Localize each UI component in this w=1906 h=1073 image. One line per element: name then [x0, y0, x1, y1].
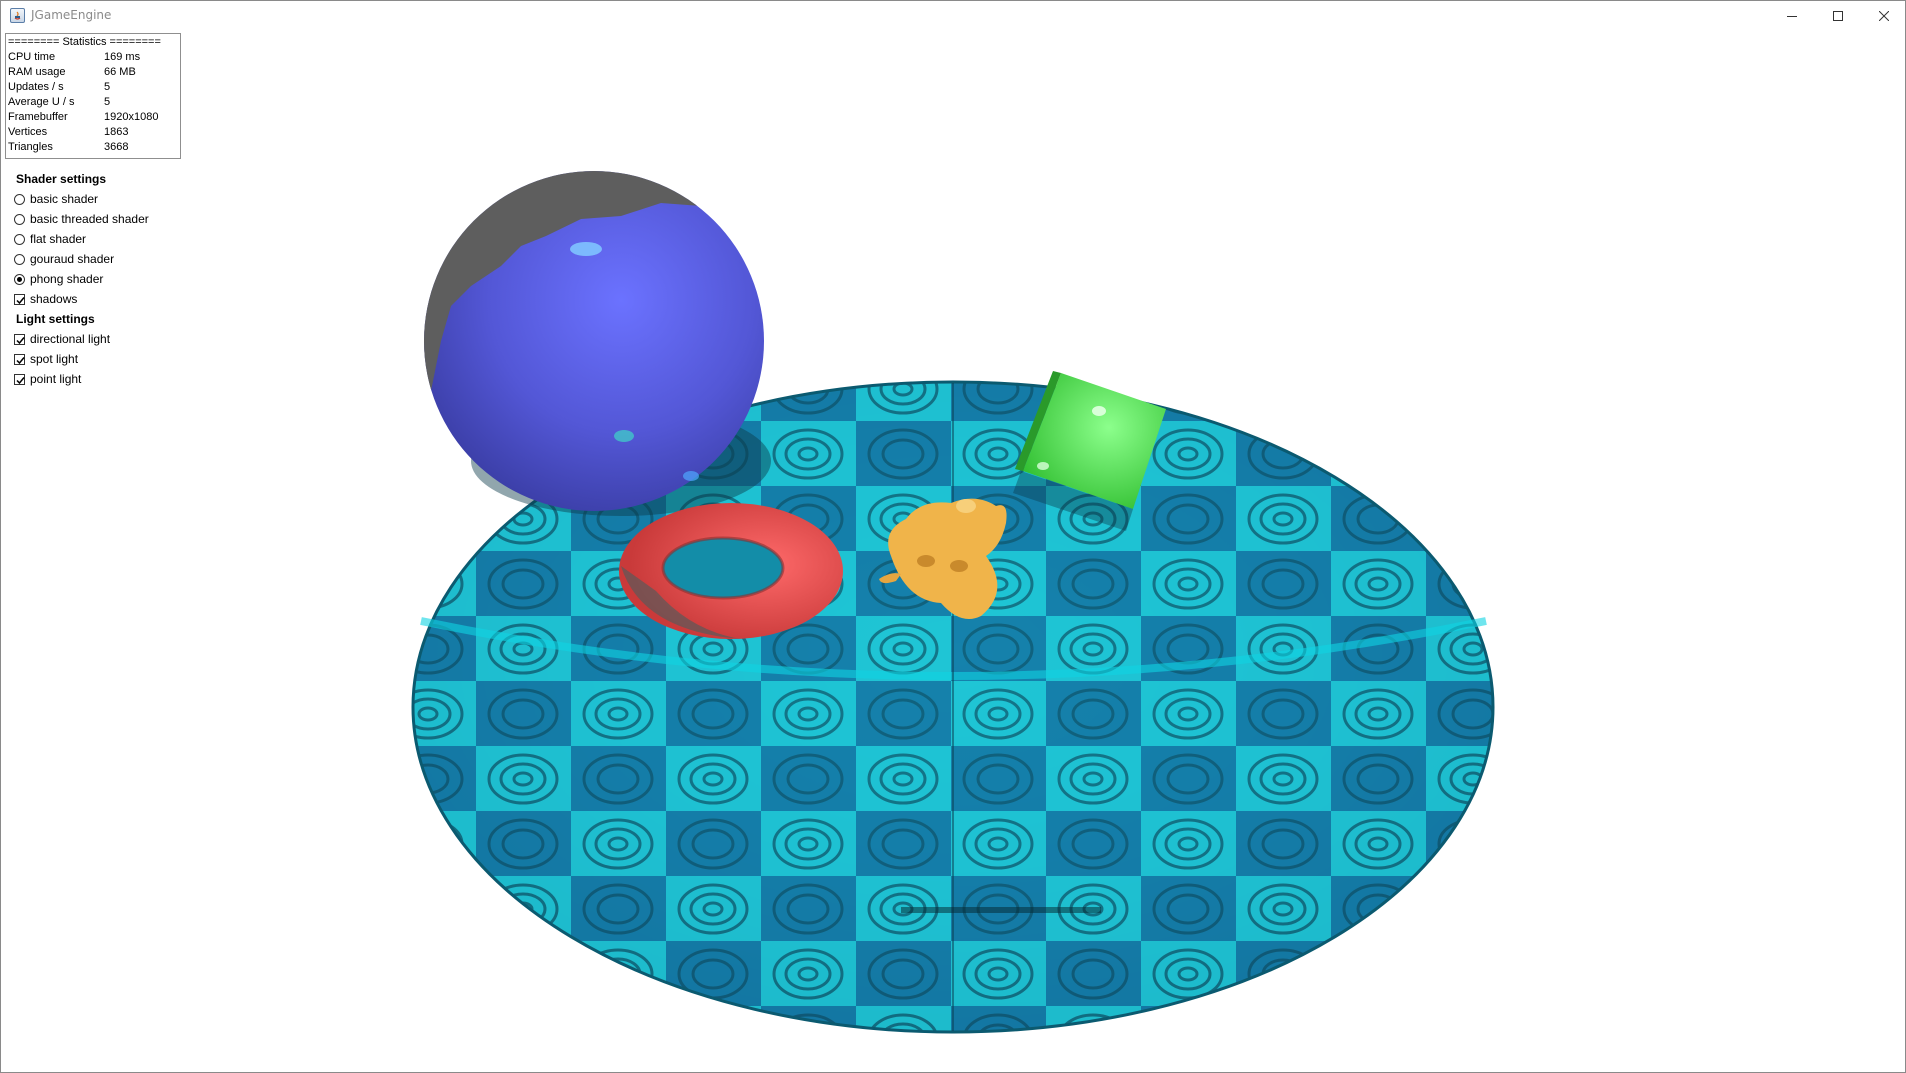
render-viewport[interactable]: ======== Statistics ======== CPU time 16… — [1, 31, 1905, 1072]
stat-row-cpu-time: CPU time 169 ms — [8, 50, 178, 65]
rendered-scene — [411, 171, 1495, 1034]
radio-button-selected[interactable] — [14, 274, 25, 285]
checkbox-point-light[interactable]: point light — [14, 369, 106, 389]
radio-basic-shader[interactable]: basic shader — [14, 189, 106, 209]
stat-value: 5 — [104, 81, 111, 93]
radio-basic-threaded-shader[interactable]: basic threaded shader — [14, 209, 149, 229]
option-label: flat shader — [30, 232, 87, 246]
gold-monkey-head — [879, 498, 1007, 620]
stat-value: 169 ms — [104, 51, 141, 63]
stat-row-framebuffer: Framebuffer 1920x1080 — [8, 110, 178, 125]
option-label: basic shader — [30, 192, 99, 206]
checkmark-icon — [16, 337, 25, 345]
checkbox-directional-light[interactable]: directional light — [14, 329, 110, 349]
stat-label: Framebuffer — [8, 111, 68, 123]
checkbox-checked[interactable] — [14, 354, 25, 365]
stat-row-average-updates: Average U / s 5 — [8, 95, 178, 110]
window-title: JGameEngine — [31, 8, 112, 22]
stat-label: Triangles — [8, 141, 53, 153]
checkbox-spot-light[interactable]: spot light — [14, 349, 106, 369]
checkbox-shadows[interactable]: shadows — [14, 289, 106, 309]
red-torus — [619, 503, 843, 639]
close-button[interactable] — [1861, 1, 1905, 31]
title-bar[interactable]: JGameEngine — [1, 1, 1905, 31]
radio-button[interactable] — [14, 234, 25, 245]
stat-label: RAM usage — [8, 66, 66, 78]
stat-value: 66 MB — [104, 66, 136, 78]
option-label: spot light — [30, 352, 79, 366]
option-label: gouraud shader — [30, 252, 115, 266]
radio-gouraud-shader[interactable]: gouraud shader — [14, 249, 114, 269]
option-label: phong shader — [30, 272, 104, 286]
shader-settings-heading: Shader settings — [16, 172, 107, 186]
stat-row-ram-usage: RAM usage 66 MB — [8, 65, 178, 80]
minimize-icon — [1787, 16, 1797, 17]
stat-row-updates-per-second: Updates / s 5 — [8, 80, 178, 95]
checkmark-icon — [16, 377, 25, 385]
close-icon — [1879, 11, 1889, 21]
checkmark-icon — [16, 297, 25, 305]
settings-panel: Shader settings basic shader basic threa… — [14, 169, 149, 389]
maximize-icon — [1833, 11, 1843, 21]
stat-value: 1863 — [104, 126, 129, 138]
light-settings-heading: Light settings — [16, 312, 95, 326]
stat-value: 1920x1080 — [104, 111, 159, 123]
stat-label: Average U / s — [8, 96, 75, 108]
checkmark-icon — [16, 357, 25, 365]
option-label: directional light — [30, 332, 111, 346]
stat-label: CPU time — [8, 51, 56, 63]
maximize-button[interactable] — [1815, 1, 1861, 31]
option-label: basic threaded shader — [30, 212, 149, 226]
checkbox-checked[interactable] — [14, 294, 25, 305]
green-cube — [1013, 371, 1166, 531]
checkbox-checked[interactable] — [14, 334, 25, 345]
statistics-panel: ======== Statistics ======== CPU time 16… — [5, 33, 181, 159]
blue-sphere — [424, 171, 764, 511]
stat-value: 3668 — [104, 141, 129, 153]
stat-row-triangles: Triangles 3668 — [8, 140, 178, 155]
stat-value: 5 — [104, 96, 111, 108]
stat-label: Vertices — [8, 126, 48, 138]
minimize-button[interactable] — [1769, 1, 1815, 31]
radio-phong-shader[interactable]: phong shader — [14, 269, 106, 289]
java-app-icon — [10, 8, 25, 23]
stat-label: Updates / s — [8, 81, 64, 93]
stat-row-vertices: Vertices 1863 — [8, 125, 178, 140]
option-label: shadows — [30, 292, 78, 306]
radio-button[interactable] — [14, 214, 25, 225]
option-label: point light — [30, 372, 82, 386]
radio-flat-shader[interactable]: flat shader — [14, 229, 106, 249]
radio-button[interactable] — [14, 194, 25, 205]
radio-button[interactable] — [14, 254, 25, 265]
checkbox-checked[interactable] — [14, 374, 25, 385]
statistics-header: ======== Statistics ======== — [8, 36, 161, 48]
